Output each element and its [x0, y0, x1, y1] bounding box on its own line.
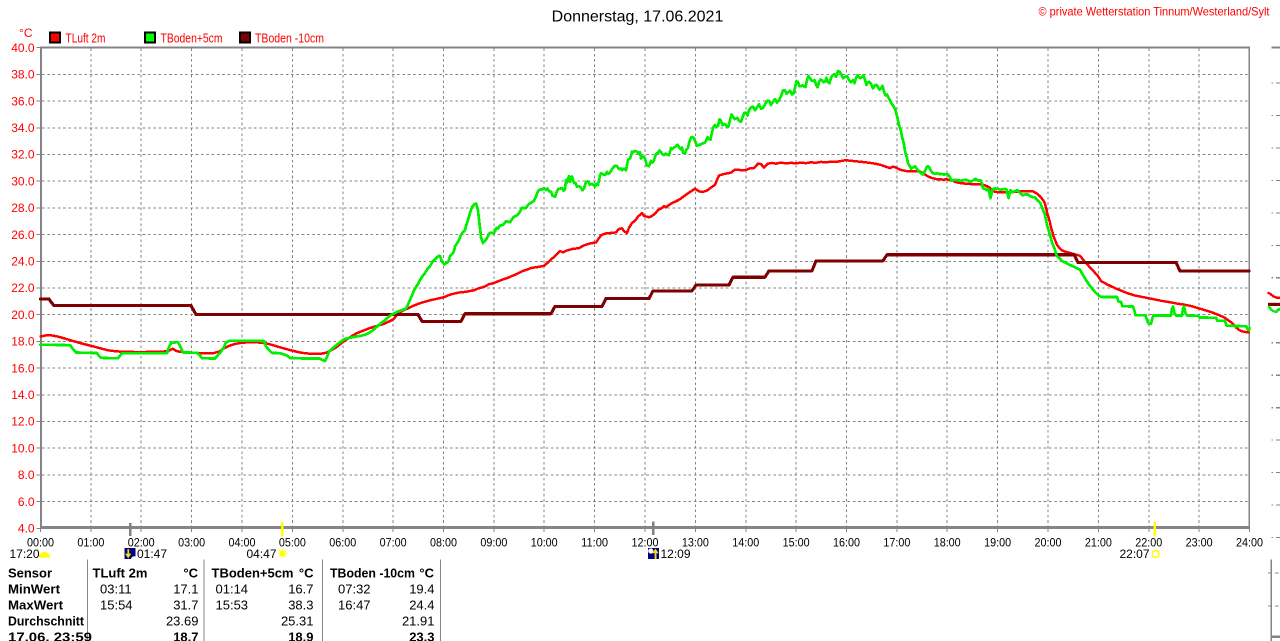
svg-text:4.0: 4.0: [18, 522, 35, 536]
svg-text:30.0: 30.0: [11, 174, 35, 188]
svg-text:14:00: 14:00: [732, 536, 759, 550]
svg-text:22:07: 22:07: [1119, 547, 1149, 561]
svg-text:32.0: 32.0: [11, 148, 35, 162]
svg-text:24.4: 24.4: [409, 598, 434, 613]
svg-text:38.3: 38.3: [288, 598, 313, 613]
svg-text:TBoden -10cm: TBoden -10cm: [255, 31, 324, 46]
svg-text:TBoden+5cm: TBoden+5cm: [161, 31, 223, 46]
svg-text:25.31: 25.31: [281, 614, 314, 629]
svg-text:16:00: 16:00: [833, 536, 860, 550]
svg-text:16.7: 16.7: [288, 582, 313, 597]
svg-text:© private Wetterstation Tinnum: © private Wetterstation Tinnum/Westerlan…: [1039, 5, 1271, 19]
svg-text:6.0: 6.0: [18, 495, 35, 509]
svg-text:01:47: 01:47: [137, 547, 167, 561]
svg-text:15:54: 15:54: [100, 598, 133, 613]
svg-text:20.0: 20.0: [11, 308, 35, 322]
svg-text:12.0: 12.0: [11, 415, 35, 429]
svg-text:23.69: 23.69: [166, 614, 199, 629]
svg-text:Durchschnitt: Durchschnitt: [8, 614, 85, 629]
svg-text:07:00: 07:00: [380, 536, 407, 550]
svg-text:06:00: 06:00: [329, 536, 356, 550]
svg-text:08:00: 08:00: [430, 536, 457, 550]
svg-text:24:00: 24:00: [1236, 536, 1263, 550]
svg-text:00:00: 00:00: [27, 536, 54, 550]
svg-text:18:00: 18:00: [934, 536, 961, 550]
svg-text:8.0: 8.0: [18, 468, 35, 482]
svg-text:24.0: 24.0: [11, 255, 35, 269]
svg-text:16.0: 16.0: [11, 361, 35, 375]
svg-text:10:00: 10:00: [531, 536, 558, 550]
svg-text:Donnerstag, 17.06.2021: Donnerstag, 17.06.2021: [552, 9, 724, 26]
svg-text:TLuft 2m: TLuft 2m: [66, 31, 106, 46]
svg-text:19:00: 19:00: [984, 536, 1011, 550]
svg-text:28.0: 28.0: [11, 201, 35, 215]
svg-text:16:47: 16:47: [338, 598, 371, 613]
svg-text:22:00: 22:00: [1135, 536, 1162, 550]
svg-text:17.06. 23:59: 17.06. 23:59: [8, 630, 92, 641]
svg-text:°C: °C: [299, 566, 314, 581]
svg-text:26.0: 26.0: [11, 228, 35, 242]
svg-text:18.0: 18.0: [11, 335, 35, 349]
svg-text:19.4: 19.4: [409, 582, 434, 597]
svg-text:°C: °C: [19, 26, 33, 40]
svg-text:°C: °C: [183, 566, 198, 581]
svg-text:14.0: 14.0: [11, 388, 35, 402]
svg-text:40.0: 40.0: [11, 41, 35, 55]
svg-text:21:00: 21:00: [1085, 536, 1112, 550]
svg-text:31.7: 31.7: [173, 598, 198, 613]
svg-text:38.0: 38.0: [11, 68, 35, 82]
svg-text:17:00: 17:00: [883, 536, 910, 550]
svg-text:TBoden -10cm: TBoden -10cm: [330, 566, 415, 581]
svg-text:36.0: 36.0: [11, 94, 35, 108]
svg-text:22.0: 22.0: [11, 281, 35, 295]
svg-text:23.3: 23.3: [409, 630, 434, 641]
svg-text:12:09: 12:09: [661, 547, 691, 561]
svg-text:21.91: 21.91: [402, 614, 435, 629]
svg-text:17.1: 17.1: [173, 582, 198, 597]
svg-text:23:00: 23:00: [1186, 536, 1213, 550]
svg-text:03:00: 03:00: [178, 536, 205, 550]
svg-text:11:00: 11:00: [581, 536, 608, 550]
svg-text:°C: °C: [419, 566, 434, 581]
svg-text:34.0: 34.0: [11, 121, 35, 135]
svg-text:09:00: 09:00: [480, 536, 507, 550]
svg-text:15:00: 15:00: [783, 536, 810, 550]
svg-text:18.9: 18.9: [288, 630, 313, 641]
svg-text:TBoden+5cm: TBoden+5cm: [212, 566, 294, 581]
svg-text:01:14: 01:14: [216, 582, 249, 597]
svg-text:MinWert: MinWert: [8, 582, 61, 597]
svg-text:07:32: 07:32: [338, 582, 371, 597]
svg-text:Sensor: Sensor: [8, 566, 52, 581]
svg-text:03:11: 03:11: [100, 582, 132, 597]
svg-text:TLuft 2m: TLuft 2m: [93, 566, 148, 581]
svg-text:18.7: 18.7: [173, 630, 198, 641]
svg-text:01:00: 01:00: [77, 536, 104, 550]
svg-text:20:00: 20:00: [1035, 536, 1062, 550]
svg-text:15:53: 15:53: [216, 598, 249, 613]
svg-text:05:00: 05:00: [279, 536, 306, 550]
svg-text:MaxWert: MaxWert: [8, 598, 64, 613]
svg-text:17:20: 17:20: [10, 547, 40, 561]
svg-text:13:00: 13:00: [682, 536, 709, 550]
svg-text:10.0: 10.0: [11, 441, 35, 455]
svg-text:12:00: 12:00: [632, 536, 659, 550]
svg-text:02:00: 02:00: [128, 536, 155, 550]
svg-text:04:00: 04:00: [229, 536, 256, 550]
svg-text:04:47: 04:47: [246, 547, 276, 561]
